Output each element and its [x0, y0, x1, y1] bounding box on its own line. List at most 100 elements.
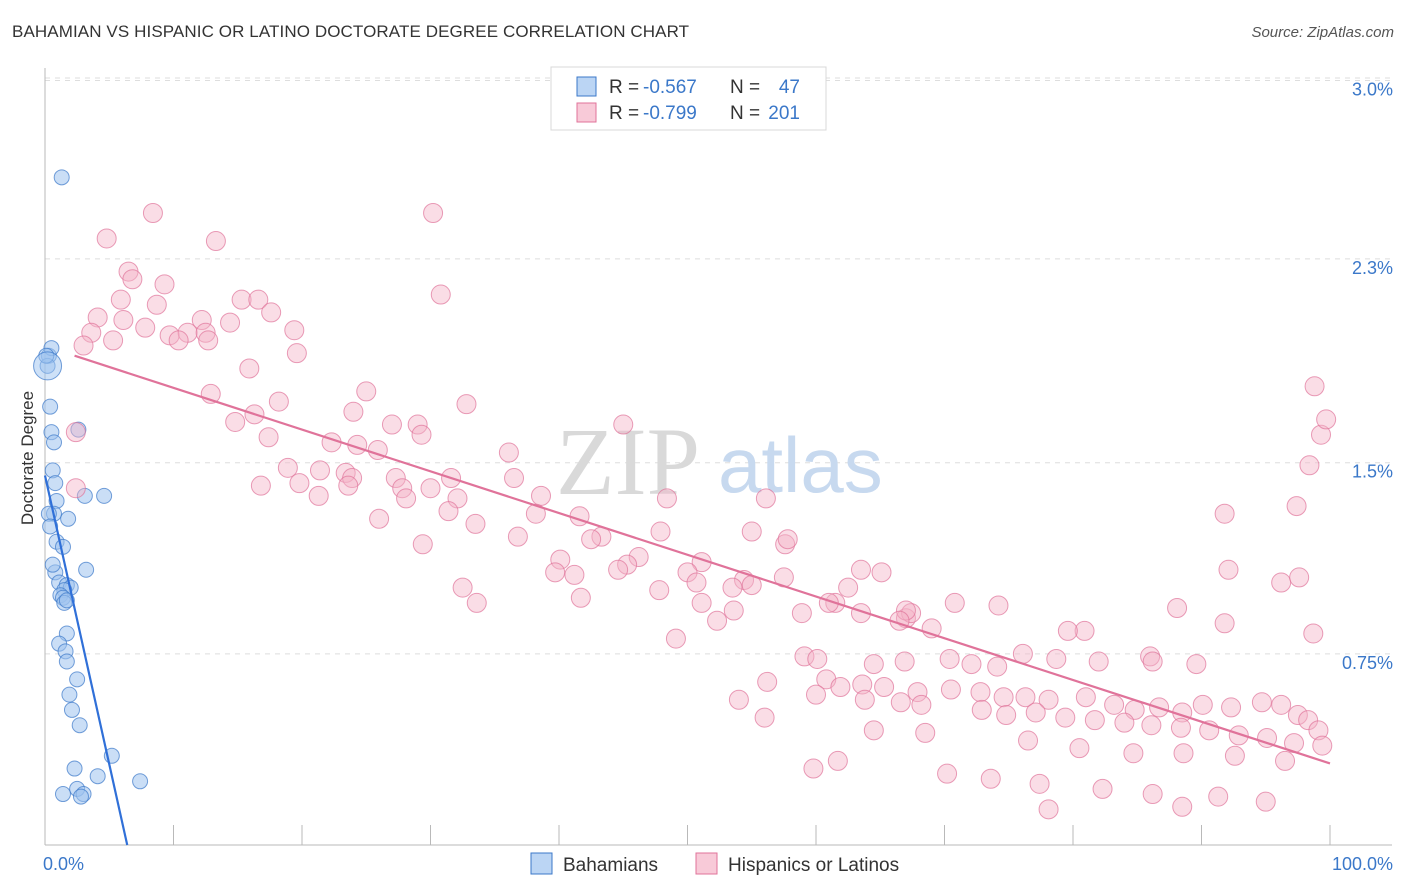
hispanic-point [65, 478, 86, 499]
hispanic-point [423, 203, 444, 223]
hispanic-point [154, 274, 175, 295]
hispanic-point [649, 580, 670, 601]
legend-r-value: -0.799 [643, 103, 697, 124]
bahamian-point [42, 518, 59, 535]
bahamian-point [42, 398, 59, 415]
series-hispanics [65, 203, 1337, 820]
hispanic-point [1172, 796, 1193, 817]
hispanic-point [412, 534, 433, 555]
hispanic-point [122, 269, 143, 290]
legend-n-label: N = [730, 77, 760, 98]
hispanic-point [220, 312, 241, 333]
hispanic-point [396, 488, 417, 509]
hispanic-point [1088, 651, 1109, 672]
bahamian-point [47, 475, 64, 492]
legend-r-value: -0.567 [643, 77, 697, 98]
hispanic-point [1092, 778, 1113, 799]
y-tick-label: 0.75% [1342, 653, 1393, 673]
hispanic-point [1214, 613, 1235, 634]
hispanic-point [1104, 694, 1125, 715]
hispanic-point [198, 330, 219, 351]
hispanic-point [1298, 710, 1319, 731]
hispanic-point [1069, 738, 1090, 759]
hispanic-point [168, 330, 189, 351]
hispanic-point [250, 475, 271, 496]
hispanic-point [191, 310, 212, 331]
hispanic-point [628, 547, 649, 568]
hispanic-point [894, 651, 915, 672]
hispanic-point [392, 478, 413, 499]
hispanic-point [1312, 735, 1333, 756]
legend-bottom-swatch-hispanics [695, 852, 718, 875]
hispanic-point [1186, 654, 1207, 675]
bahamian-point [63, 701, 80, 718]
hispanic-point [87, 307, 108, 328]
hispanic-point [961, 654, 982, 675]
hispanic-point [381, 414, 402, 435]
bahamian-point [89, 768, 106, 785]
hispanic-point [755, 488, 776, 509]
hispanic-point [1046, 648, 1067, 669]
bahamian-point [132, 773, 149, 790]
hispanic-point [863, 654, 884, 675]
hispanic-point [830, 677, 851, 697]
bahamian-point [60, 510, 77, 527]
hispanic-point [1142, 651, 1163, 672]
hispanic-point [205, 231, 226, 252]
bahamian-point [61, 686, 78, 703]
bahamian-point [44, 556, 61, 573]
hispanic-point [723, 600, 744, 621]
bahamian-point [54, 786, 71, 803]
hispanic-point [135, 317, 156, 338]
legend-bottom-swatch-bahamians [530, 852, 553, 875]
hispanic-point [277, 457, 298, 478]
y-axis-title: Doctorate Degree [18, 391, 37, 525]
hispanic-point [757, 671, 778, 692]
hispanic-point [911, 694, 932, 715]
bahamian-point [33, 351, 63, 381]
hispanic-point [807, 648, 828, 669]
hispanic-point [73, 335, 94, 356]
hispanic-point [1221, 697, 1242, 718]
hispanic-point [907, 682, 928, 703]
hispanic-point [1075, 687, 1096, 708]
hispanic-point [159, 325, 180, 346]
hispanic-point [456, 394, 477, 415]
hispanic-point [722, 577, 743, 598]
hispanic-point [411, 424, 432, 445]
hispanic-point [613, 414, 634, 435]
hispanic-point [507, 526, 528, 547]
hispanic-point [1114, 712, 1135, 733]
legend-swatch-hispanics [576, 102, 597, 123]
hispanic-point [608, 559, 629, 580]
hispanic-point [854, 689, 875, 710]
hispanic-point [1275, 750, 1296, 771]
hispanic-point [1289, 567, 1310, 588]
hispanic-point [1167, 598, 1188, 618]
trend-line-hispanics [74, 354, 1331, 765]
hispanic-point [970, 682, 991, 703]
legend-top: R = -0.567 N = 47 R = -0.799 N = 201 [550, 66, 827, 131]
hispanic-point [1074, 620, 1095, 641]
hispanic-point [754, 707, 775, 728]
hispanic-point [741, 521, 762, 542]
hispanic-point [343, 401, 364, 422]
hispanic-point [980, 768, 1001, 789]
hispanic-point [146, 294, 167, 315]
hispanic-point [1308, 720, 1329, 741]
hispanic-point [895, 600, 916, 621]
hispanic-point [852, 674, 873, 695]
hispanic-point [1299, 455, 1320, 476]
hispanic-point [1055, 707, 1076, 728]
bahamian-point [53, 169, 70, 186]
x-tick-label: 100.0% [1332, 854, 1393, 874]
bahamian-point [71, 717, 88, 734]
hispanic-point [1218, 559, 1239, 580]
hispanic-point [1142, 784, 1163, 805]
hispanic-point [65, 422, 86, 443]
hispanic-point [1287, 705, 1308, 726]
hispanic-point [1214, 503, 1235, 524]
hispanic-point [286, 343, 307, 364]
legend-r-label: R = [609, 77, 639, 98]
watermark-atlas: atlas [718, 421, 883, 509]
